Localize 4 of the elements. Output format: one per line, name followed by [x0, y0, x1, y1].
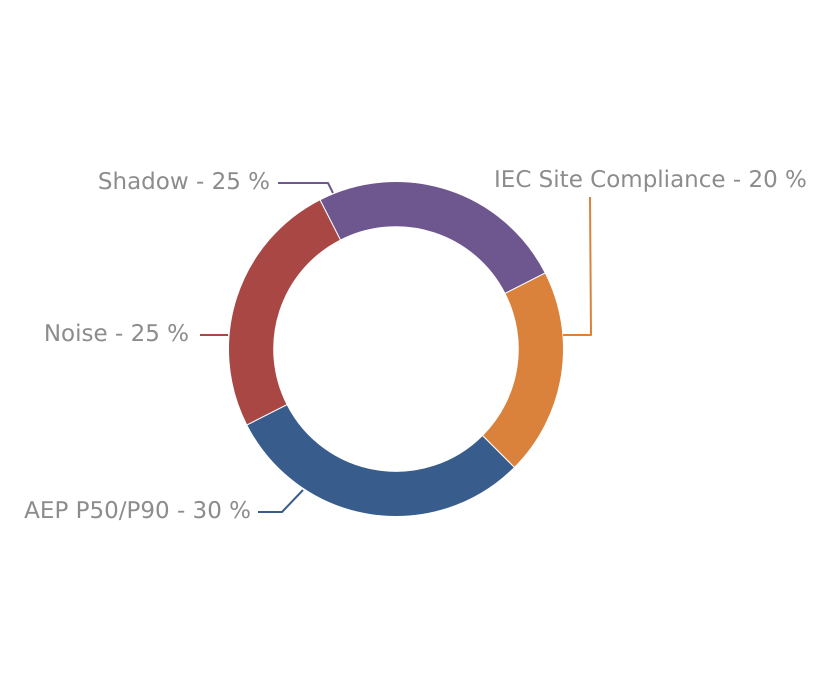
slice-label: IEC Site Compliance - 20 %	[494, 166, 807, 193]
slice-label: Noise - 25 %	[44, 320, 189, 347]
slice-label: Shadow - 25 %	[98, 168, 270, 195]
slice-label: AEP P50/P90 - 30 %	[24, 498, 251, 524]
